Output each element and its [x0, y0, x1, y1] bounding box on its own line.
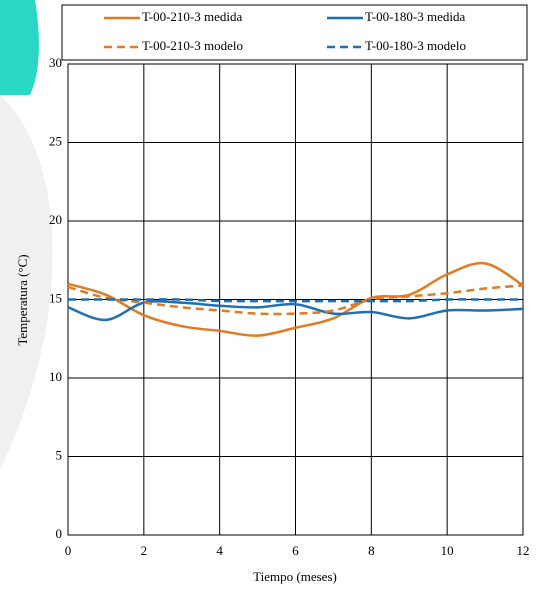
y-tick-label: 25 [49, 133, 62, 148]
y-tick-label: 30 [49, 55, 62, 70]
x-tick-label: 12 [517, 543, 530, 558]
x-tick-label: 4 [216, 543, 223, 558]
y-tick-label: 20 [49, 212, 62, 227]
legend-label: T-00-210-3 modelo [142, 38, 243, 53]
x-tick-label: 6 [292, 543, 299, 558]
x-axis-label: Tiempo (meses) [253, 569, 337, 584]
legend-label: T-00-180-3 medida [365, 9, 465, 24]
chart: Tiempo (meses) Temperatura (°C) 0 2 4 6 8 10 1… [0, 0, 539, 595]
x-tick-label: 8 [368, 543, 375, 558]
background-shape [0, 0, 39, 95]
y-tick-label: 0 [56, 526, 63, 541]
legend-label: T-00-210-3 medida [142, 9, 242, 24]
y-tick-label: 15 [49, 290, 62, 305]
y-tick-label: 10 [49, 369, 62, 384]
x-tick-label: 10 [441, 543, 454, 558]
legend-label: T-00-180-3 modelo [365, 38, 466, 53]
x-tick-label: 0 [65, 543, 72, 558]
y-axis-label: Temperatura (°C) [15, 254, 30, 345]
y-tick-label: 5 [56, 447, 63, 462]
x-tick-label: 2 [141, 543, 148, 558]
